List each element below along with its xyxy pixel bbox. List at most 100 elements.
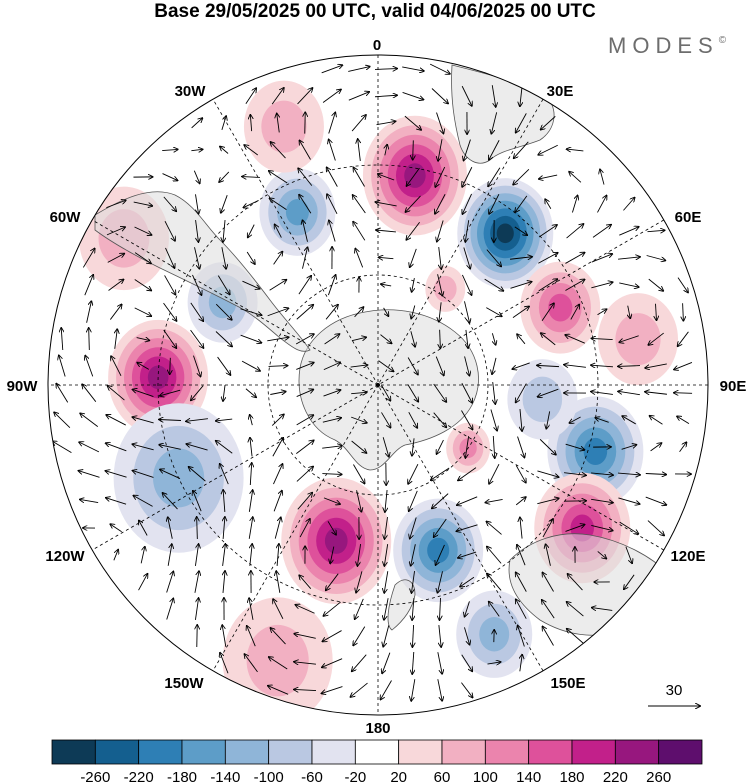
wind-vector: [354, 307, 364, 318]
wind-vector: [194, 571, 199, 593]
wind-vector: [645, 496, 667, 505]
wind-vector: [217, 275, 229, 295]
wind-vector: [270, 198, 287, 211]
wind-vector: [352, 654, 367, 672]
wind-vector: [305, 112, 306, 134]
wind-vector: [542, 600, 555, 619]
wind-vector: [215, 303, 232, 320]
wind-vector: [597, 196, 606, 213]
wind-vector: [106, 227, 125, 236]
wind-vector: [106, 415, 126, 426]
colorbar: -260 -220 -180 -140 -100 -60 -20 20 60 100 140 180 2…: [51, 739, 703, 783]
wind-vector: [222, 625, 227, 647]
wind-vector: [486, 522, 502, 535]
colorbar-segment: [51, 739, 96, 765]
wind-vector: [407, 357, 418, 375]
wind-vector: [268, 366, 288, 367]
wind-vector: [565, 280, 584, 291]
antarctica-landmass: [298, 309, 479, 471]
wind-vector: [350, 682, 368, 697]
wind-vector: [537, 470, 558, 477]
wind-vector: [323, 362, 340, 371]
wind-vector: [296, 415, 314, 426]
wind-vector: [162, 173, 178, 181]
wind-vector: [115, 329, 118, 349]
wind-vector: [645, 473, 666, 474]
wind-vector: [325, 305, 338, 320]
wind-vector: [220, 653, 229, 674]
colorbar-tick-label: 100: [473, 769, 498, 783]
wind-vector: [223, 571, 225, 593]
wind-vector: [410, 331, 415, 346]
wind-vector: [623, 198, 634, 211]
wind-vector: [539, 174, 558, 179]
wind-vector: [245, 388, 256, 398]
wind-vector: [167, 544, 172, 566]
wind-vector: [541, 303, 554, 321]
colorbar-tick-label: 20: [390, 769, 407, 783]
wind-vector: [546, 544, 551, 566]
wind-vector: [327, 521, 336, 534]
lon-label-30e: 30E: [547, 83, 574, 100]
wind-vector: [61, 328, 63, 351]
wind-vector: [267, 337, 288, 342]
wind-vector: [438, 139, 443, 161]
wind-vector: [191, 385, 204, 401]
wind-vector: [407, 384, 418, 401]
wind-vector: [461, 85, 472, 106]
wind-vector: [190, 329, 204, 348]
wind-vector: [539, 439, 556, 454]
wind-vector: [462, 274, 471, 295]
wind-vector: [353, 626, 366, 646]
wind-vector: [358, 139, 361, 161]
lon-label-60e: 60E: [675, 209, 702, 226]
colorbar-segment: [614, 739, 660, 765]
vector-reference-label: 30: [666, 682, 683, 699]
wind-vector: [567, 602, 584, 617]
wind-vector: [437, 652, 442, 674]
wind-vector: [248, 490, 252, 512]
wind-vector: [384, 517, 388, 539]
wind-vector: [466, 329, 468, 348]
wind-vector: [437, 439, 444, 454]
wind-vector: [54, 412, 71, 428]
wind-vector: [465, 601, 470, 616]
wind-vector: [439, 597, 440, 620]
wind-vector: [82, 384, 97, 402]
wind-vector: [108, 386, 125, 401]
lon-label-90e: 90E: [720, 378, 747, 395]
wind-vector: [411, 571, 415, 593]
wind-vector: [516, 572, 527, 592]
wind-vector: [276, 571, 281, 593]
wind-vector: [275, 224, 282, 238]
wind-vector: [273, 599, 284, 620]
wind-vector: [216, 441, 233, 454]
wind-vector: [378, 360, 394, 372]
wind-vector: [375, 202, 397, 207]
wind-vector: [463, 247, 470, 268]
wind-vector: [270, 628, 286, 645]
anomaly-band: [548, 293, 573, 322]
map-title: Base 29/05/2025 00 UTC, valid 04/06/2025…: [154, 1, 596, 22]
wind-vector: [270, 142, 286, 159]
wind-vector: [517, 334, 526, 345]
wind-vector: [619, 335, 639, 342]
wind-vector: [491, 85, 495, 107]
colorbar-tick-label: -140: [210, 769, 240, 783]
wind-vector: [138, 574, 148, 591]
wind-vector: [159, 419, 182, 420]
colorbar-segment: [528, 739, 573, 765]
wind-vector: [322, 686, 343, 694]
wind-vector: [433, 383, 447, 402]
wind-vector: [197, 517, 198, 540]
map-disc: [48, 55, 708, 715]
wind-vector: [625, 546, 632, 563]
wind-vector: [274, 517, 281, 539]
wind-vector: [105, 471, 127, 478]
wind-vector: [407, 167, 420, 186]
wind-vector: [296, 363, 313, 370]
wind-vector: [193, 170, 199, 184]
anomaly-band: [324, 527, 348, 554]
lon-label-60w: 60W: [50, 209, 82, 226]
wind-vector: [268, 686, 289, 695]
